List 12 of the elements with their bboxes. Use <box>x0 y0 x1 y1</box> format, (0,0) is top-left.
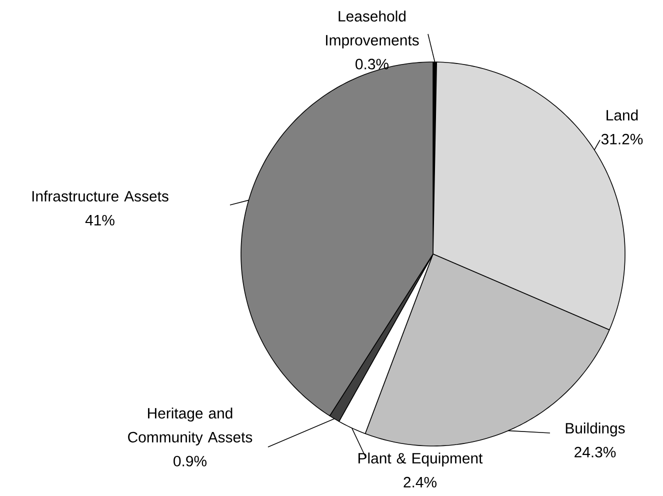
data-label: 24.3% <box>574 446 616 458</box>
slice-label: Land <box>606 110 638 121</box>
data-label: 41% <box>85 214 114 226</box>
data-label: 0.3% <box>356 58 388 70</box>
slice-label: Leasehold Improvements <box>326 10 419 48</box>
slice-label: Heritage and Community Assets <box>128 408 252 446</box>
slice-label: Buildings <box>566 422 625 436</box>
data-label: 31.2% <box>601 134 643 144</box>
slice-label: Infrastructure Assets <box>32 190 168 202</box>
slice-label: Plant & Equipment <box>358 452 483 467</box>
data-label: 0.9% <box>174 456 206 466</box>
data-label: 2.4% <box>404 476 436 488</box>
